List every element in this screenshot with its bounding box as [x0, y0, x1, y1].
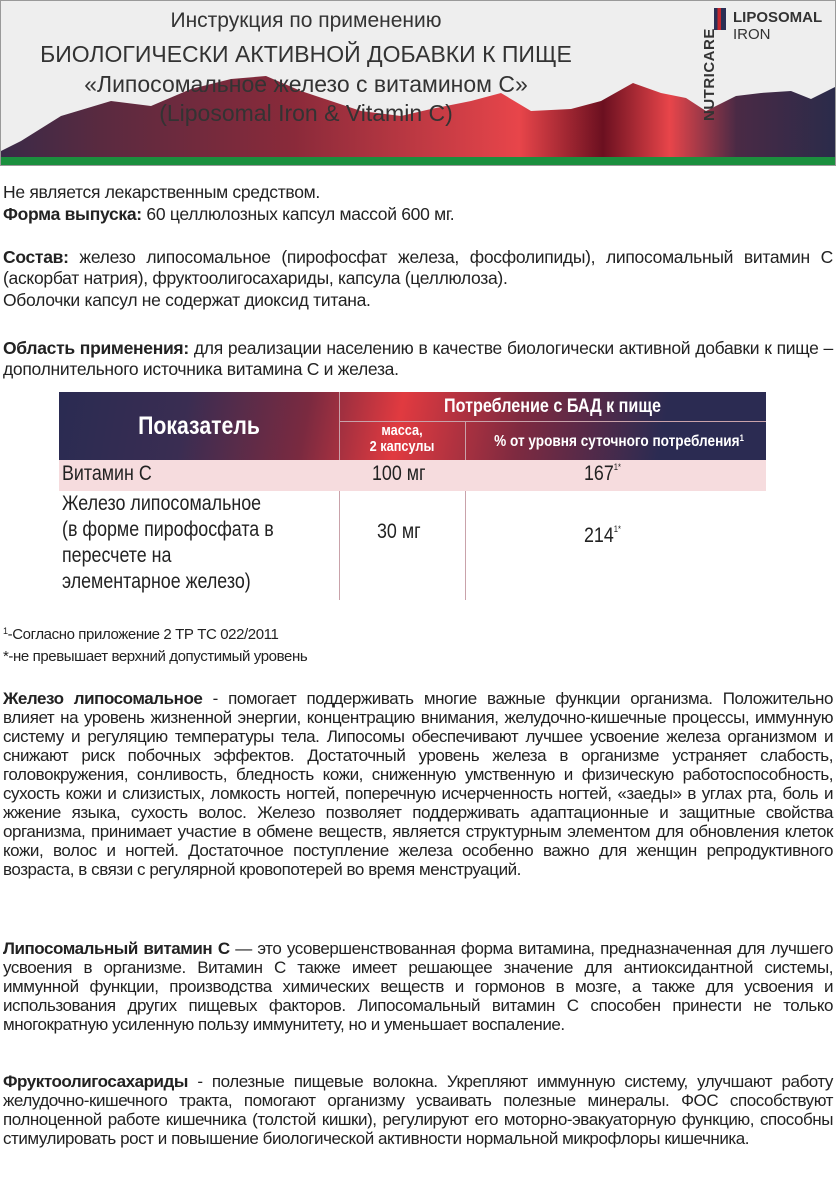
- logo-line1: LIPOSOMAL: [733, 9, 823, 26]
- row-name: Витамин С: [62, 462, 152, 485]
- row-percent: 1671*: [584, 462, 621, 486]
- col-mass-line: 2 капсулы: [369, 438, 435, 455]
- not-medicine-note: Не является лекарственным средством.: [3, 182, 320, 202]
- row-percent: 2141*: [584, 524, 621, 548]
- composition-label: Состав:: [3, 247, 69, 267]
- logo-line2: IRON: [733, 26, 771, 43]
- application-label: Область применения:: [3, 338, 189, 358]
- row-percent-sup: 1*: [613, 462, 622, 472]
- col-group: Потребление с БАД к пище: [444, 396, 661, 417]
- section-text: - помогает поддерживать многие важные фу…: [3, 689, 833, 879]
- row-percent-value: 214: [584, 524, 614, 547]
- col-mass: масса, 2 капсулы: [348, 423, 455, 455]
- section-text: - полезные пищевые волокна. Укрепляют им…: [3, 1072, 833, 1148]
- section-label: Железо липосомальное: [3, 689, 203, 708]
- table-header: [59, 392, 766, 460]
- row-name: Железо липосомальное (в форме пирофосфат…: [62, 491, 351, 595]
- col-mass-line: масса,: [381, 422, 423, 439]
- footnote-sup: 1: [3, 626, 8, 636]
- footnote: *-не превышает верхний допустимый уровен…: [3, 648, 308, 665]
- composition-text: железо липосомальное (пирофосфат железа,…: [3, 247, 833, 288]
- release-form: Форма выпуска: 60 целлюлозных капсул мас…: [3, 204, 833, 225]
- release-form-label: Форма выпуска:: [3, 204, 142, 224]
- row-name-line: пересчете на: [62, 544, 172, 567]
- row-name-line: (в форме пирофосфата в: [62, 518, 274, 541]
- row-percent-value: 167: [584, 462, 614, 485]
- row-mass: 30 мг: [377, 520, 421, 543]
- composition: Состав: железо липосомальное (пирофосфат…: [3, 247, 833, 289]
- header-title-line: Инструкция по применению: [170, 9, 442, 32]
- shell-note: Оболочки капсул не содержат диоксид тита…: [3, 290, 371, 310]
- header-title-line: «Липосомальное железо с витамином С»: [84, 71, 528, 97]
- mountain-graphic: [1, 76, 835, 165]
- intake-table: Показатель Потребление с БАД к пище масс…: [59, 392, 766, 600]
- row-name-line: Железо липосомальное: [62, 492, 262, 515]
- section-fos: Фруктоолигосахариды - полезные пищевые в…: [3, 1072, 833, 1148]
- col-percent: % от уровня суточного потребления1: [483, 433, 755, 451]
- application-text: для реализации населению в качестве биол…: [3, 338, 833, 379]
- section-label: Липосомальный витамин С: [3, 939, 230, 958]
- release-form-text: 60 целлюлозных капсул массой 600 мг.: [141, 204, 455, 224]
- footnote-text: -Согласно приложение 2 ТР ТС 022/2011: [7, 626, 279, 643]
- col-percent-label: % от уровня суточного потребления: [494, 433, 740, 450]
- table-row: [59, 460, 766, 491]
- section-text: — это усовершенствованная форма витамина…: [3, 939, 833, 1034]
- logo-stripes-icon: [714, 8, 726, 30]
- header-banner: Инструкция по применению БИОЛОГИЧЕСКИ АК…: [0, 0, 836, 166]
- header-title-line: (Liposomal Iron & Vitamin C): [159, 100, 453, 126]
- footnote: 1-Согласно приложение 2 ТР ТС 022/2011: [3, 626, 279, 643]
- col-percent-sup: 1: [739, 433, 744, 443]
- section-label: Фруктоолигосахариды: [3, 1072, 188, 1091]
- logo-brand: NUTRICARE: [701, 28, 718, 121]
- col-indicator: Показатель: [138, 412, 260, 440]
- application-area: Область применения: для реализации насел…: [3, 338, 833, 380]
- row-name-line: элементарное железо): [62, 570, 251, 593]
- header-title-line: БИОЛОГИЧЕСКИ АКТИВНОЙ ДОБАВКИ К ПИЩЕ: [40, 41, 572, 67]
- section-vitamin-c: Липосомальный витамин С — это усовершенс…: [3, 939, 833, 1034]
- section-iron: Железо липосомальное - помогает поддержи…: [3, 689, 833, 879]
- row-mass: 100 мг: [372, 462, 426, 485]
- green-stripe: [1, 157, 835, 165]
- row-percent-sup: 1*: [613, 524, 622, 534]
